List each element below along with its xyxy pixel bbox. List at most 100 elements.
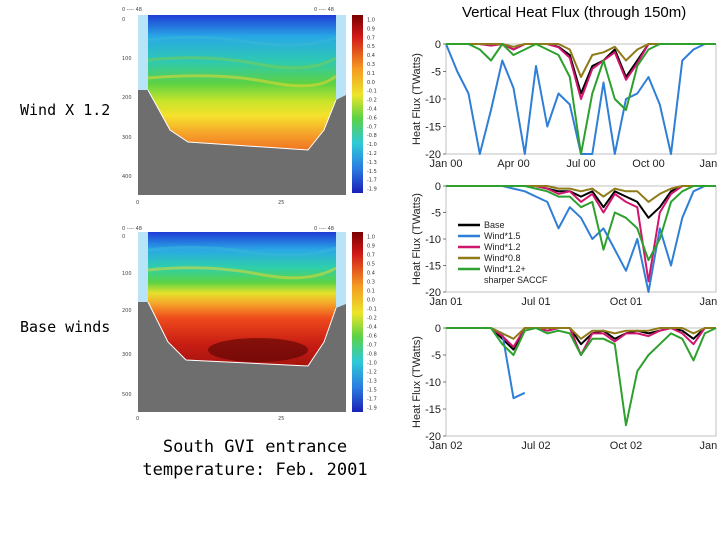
y-tick-label: 0 <box>435 181 441 193</box>
wind-1-2-label: Wind X 1.2 <box>16 99 115 121</box>
y-tick-label: -10 <box>425 234 441 246</box>
section-header-left: 0 ---- 48 <box>122 7 142 13</box>
y-tick-label: -15 <box>425 404 441 416</box>
x-tick-label: Jan 03 <box>699 440 720 452</box>
x-tick-label: Jan 01 <box>429 296 462 308</box>
x-tick: 0 <box>136 416 139 422</box>
colorbar <box>352 15 363 193</box>
y-tick-label: -15 <box>425 122 441 134</box>
series-line-wind-1-2-sharper-saccf <box>446 185 716 262</box>
section-header-right: 0 ---- 48 <box>314 226 334 232</box>
legend-label: Wind*0.8 <box>484 253 521 263</box>
y-tick-label: -5 <box>431 208 441 220</box>
x-tick: 0 <box>136 200 139 206</box>
x-tick-label: Oct 02 <box>610 440 642 452</box>
colorbar-tick-label: 0.5 <box>367 44 375 50</box>
colorbar-tick-label: -0.4 <box>367 106 377 112</box>
colorbar-tick-label: 0.0 <box>367 80 375 86</box>
colorbar-tick-label: -1.7 <box>367 397 377 403</box>
colorbar-tick-label: 1.0 <box>367 17 375 23</box>
base-winds-label: Base winds <box>16 316 115 338</box>
y-axis-label: Heat Flux (TWatts) <box>411 193 423 285</box>
colorbar-tick-label: -1.9 <box>367 406 377 412</box>
bathymetry-land <box>138 90 346 195</box>
legend-label: Wind*1.2+ <box>484 264 526 274</box>
legend-label: Wind*1.2 <box>484 242 521 252</box>
temperature-section-bottom: 0 ---- 48 0 ---- 48 0 100 200 300 500 0 … <box>108 220 410 428</box>
depth-tick: 300 <box>122 352 132 358</box>
x-tick: 25 <box>278 416 284 422</box>
y-axis-label: Heat Flux (TWatts) <box>411 53 423 145</box>
colorbar-tick-label: 0.7 <box>367 253 375 259</box>
y-tick-label: -20 <box>425 287 441 299</box>
y-tick-label: -20 <box>425 431 441 443</box>
colorbar-tick-label: 0.4 <box>367 271 375 277</box>
series-line-base <box>446 43 716 95</box>
colorbar-tick-label: 0.9 <box>367 26 375 32</box>
y-tick-label: -5 <box>431 350 441 362</box>
series-line-wind-1-2-sharper-saccf <box>446 327 717 427</box>
legend-label: Base <box>484 220 505 230</box>
depth-tick: 0 <box>122 17 125 23</box>
depth-tick: 500 <box>122 392 132 398</box>
colorbar-tick-label: -1.7 <box>367 178 377 184</box>
heat-flux-title: Vertical Heat Flux (through 150m) <box>462 4 687 21</box>
colorbar-tick-label: 0.1 <box>367 289 375 295</box>
colorbar-tick-label: -0.2 <box>367 98 377 104</box>
y-tick-label: -15 <box>425 261 441 273</box>
colorbar-tick-label: 0.3 <box>367 62 375 68</box>
colorbar <box>352 232 363 412</box>
x-tick-label: Jul 02 <box>521 440 550 452</box>
colorbar-tick-label: -1.3 <box>367 379 377 385</box>
colorbar-tick-label: -1.0 <box>367 361 377 367</box>
colorbar-tick-label: -0.2 <box>367 316 377 322</box>
colorbar-tick-label: -1.9 <box>367 187 377 193</box>
colorbar-tick-label: -0.7 <box>367 343 377 349</box>
colorbar-tick-label: -1.2 <box>367 370 377 376</box>
section-header-right: 0 ---- 48 <box>314 7 334 13</box>
colorbar-tick-label: -0.6 <box>367 115 377 121</box>
series-line-wind-1-2 <box>446 327 716 356</box>
x-tick-label: Oct 01 <box>610 296 642 308</box>
colorbar-tick-label: -0.1 <box>367 89 377 95</box>
colorbar-tick-label: 0.9 <box>367 244 375 250</box>
colorbar-tick-label: -0.6 <box>367 334 377 340</box>
x-tick-label: Jan 01 <box>699 158 720 170</box>
depth-tick: 400 <box>122 174 132 180</box>
colorbar-tick-label: 1.0 <box>367 235 375 241</box>
colorbar-tick-label: 0.4 <box>367 53 375 59</box>
colorbar-tick-label: -0.7 <box>367 124 377 130</box>
section-caption: South GVI entrance temperature: Feb. 200… <box>142 437 368 480</box>
series-line-wind-0-8 <box>446 43 716 78</box>
colorbar-tick-label: -1.2 <box>367 151 377 157</box>
colorbar-tick-label: 0.1 <box>367 71 375 77</box>
colorbar-tick-label: -1.3 <box>367 160 377 166</box>
colorbar-tick-label: -0.1 <box>367 307 377 313</box>
colorbar-tick-label: 0.3 <box>367 280 375 286</box>
legend-label: sharper SACCF <box>484 275 548 285</box>
colorbar-tick-label: 0.0 <box>367 298 375 304</box>
y-tick-label: 0 <box>435 39 441 51</box>
depth-tick: 0 <box>122 234 125 240</box>
x-tick-label: Jan 02 <box>429 440 462 452</box>
depth-tick: 100 <box>122 56 132 62</box>
x-tick-label: Apr 00 <box>497 158 529 170</box>
series-line-wind-0-8 <box>446 185 716 203</box>
depth-tick: 300 <box>122 135 132 141</box>
y-tick-label: -5 <box>431 67 441 79</box>
x-tick: 25 <box>278 200 284 206</box>
depth-tick: 200 <box>122 308 132 314</box>
x-tick-label: Jan 02 <box>699 296 720 308</box>
y-axis-label: Heat Flux (TWatts) <box>411 336 423 428</box>
x-tick-label: Jul 01 <box>521 296 550 308</box>
y-tick-label: -10 <box>425 377 441 389</box>
y-tick-label: -10 <box>425 94 441 106</box>
colorbar-tick-label: -0.4 <box>367 325 377 331</box>
colorbar-tick-label: -0.8 <box>367 133 377 139</box>
colorbar-tick-label: 0.5 <box>367 262 375 268</box>
series-line-wind-1-2-sharper-saccf <box>446 43 716 155</box>
y-tick-label: -20 <box>425 149 441 161</box>
